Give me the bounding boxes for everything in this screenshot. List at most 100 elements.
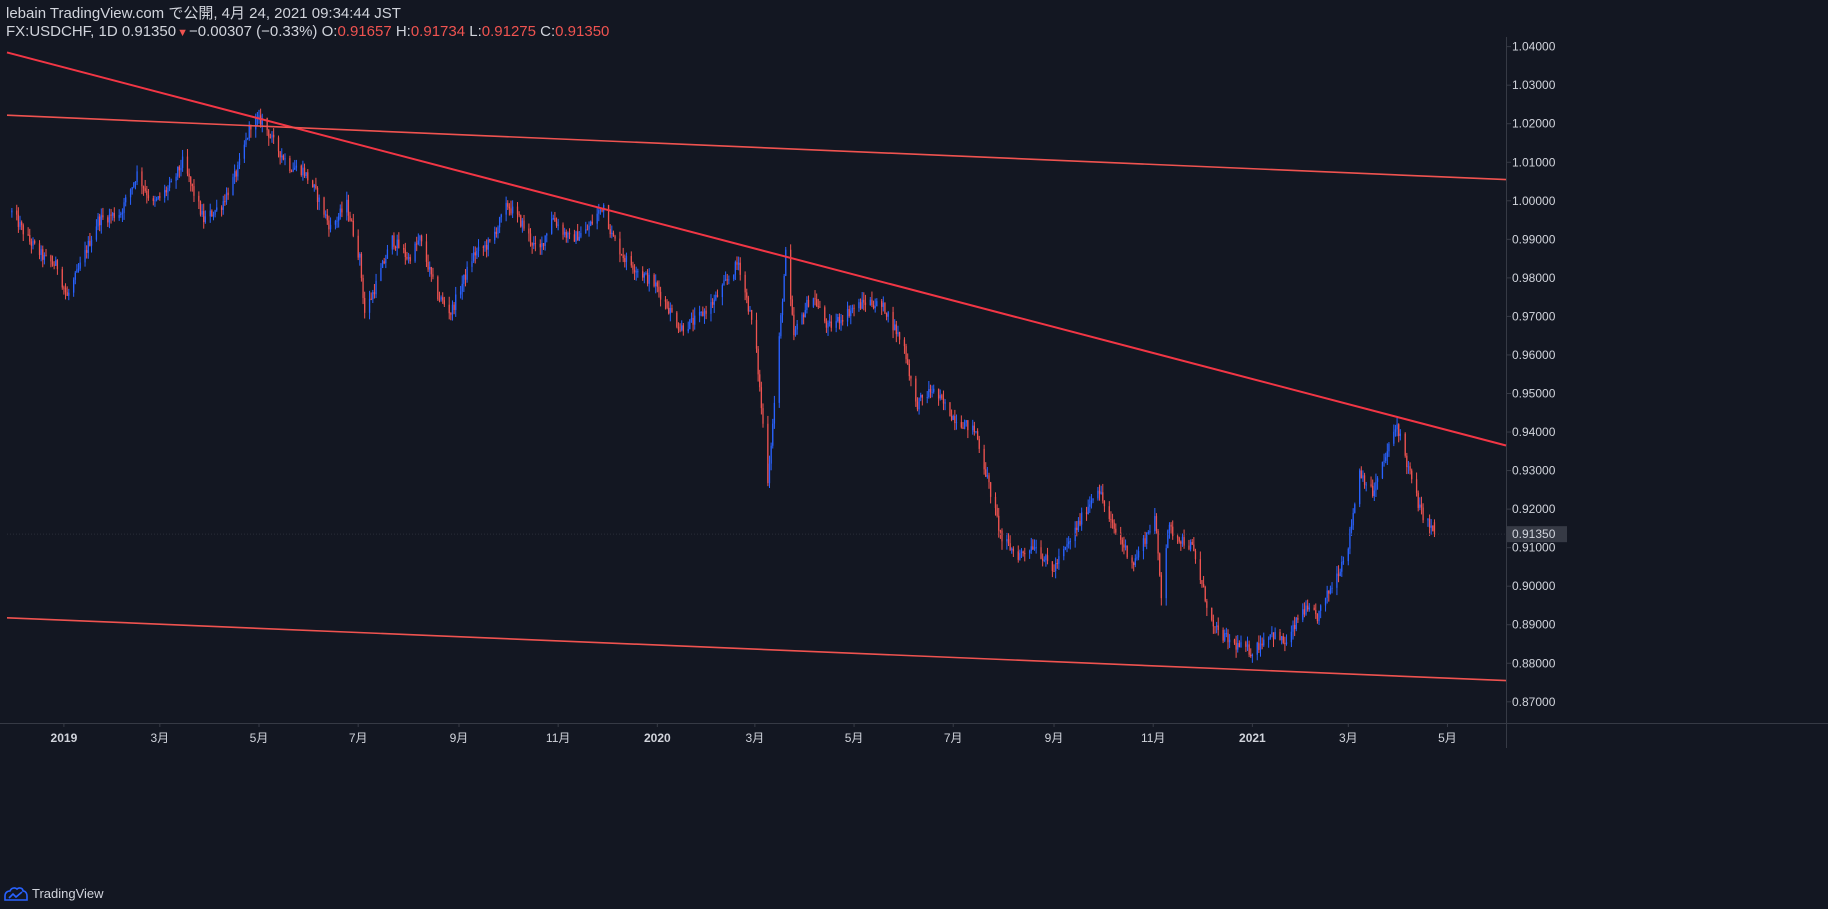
candle — [747, 295, 750, 315]
candle-body — [630, 256, 632, 266]
price-axis[interactable]: 1.04000 1.03000 1.02000 1.01000 1.00000 0.990… — [1506, 37, 1556, 748]
candle-body — [464, 274, 467, 280]
candle-body — [1373, 490, 1375, 496]
candle — [38, 240, 41, 260]
candle — [1363, 472, 1366, 489]
candle-body — [11, 210, 13, 213]
candle-body — [682, 325, 684, 332]
candle-body — [622, 255, 624, 259]
candle — [780, 312, 782, 339]
candle — [305, 172, 307, 179]
candle-body — [1433, 522, 1436, 535]
candle-body — [461, 283, 463, 292]
candle — [142, 185, 145, 196]
candle-body — [453, 304, 455, 310]
candle-body — [1347, 548, 1349, 562]
candle — [430, 266, 432, 282]
candle-body — [1339, 571, 1341, 576]
candle-body — [66, 292, 68, 296]
candle — [383, 257, 385, 265]
candle-body — [542, 242, 545, 246]
candle-body — [133, 182, 135, 188]
candle-body — [1331, 587, 1333, 589]
candle — [1285, 634, 1288, 646]
candle — [1240, 635, 1242, 648]
time-axis[interactable]: 2019 3月 5月 7月 9月 11月 2020 3月 5月 7月 9月 11月 2021 3月 5月 — [0, 723, 1828, 745]
time-tick-label: 3月 — [150, 731, 169, 745]
candle — [1001, 528, 1003, 550]
candle-body — [1272, 632, 1275, 640]
candle — [167, 185, 169, 201]
candle-body — [749, 309, 751, 312]
candle-body — [19, 222, 21, 227]
candle — [284, 153, 286, 166]
candle-body — [1123, 544, 1125, 548]
candle — [645, 271, 647, 276]
candle — [466, 261, 468, 283]
high-value: 0.91734 — [410, 23, 466, 40]
candle — [272, 128, 275, 145]
candle-body — [245, 138, 247, 145]
candle-body — [398, 239, 400, 248]
candle-body — [328, 220, 330, 230]
candle-body — [827, 322, 829, 328]
candle-body — [840, 320, 842, 324]
candle — [1115, 523, 1117, 535]
candle — [338, 212, 340, 228]
candle — [328, 215, 330, 237]
candle — [611, 225, 613, 239]
candle — [209, 203, 211, 223]
candle-body — [859, 302, 862, 309]
candle — [417, 233, 419, 246]
candle — [557, 218, 559, 231]
candle-body — [136, 171, 138, 183]
candle — [1110, 511, 1112, 529]
trendlines[interactable] — [6, 51, 1507, 682]
candle-body — [1228, 639, 1231, 643]
candle — [168, 176, 171, 192]
candle — [511, 200, 514, 219]
candle — [528, 223, 530, 242]
candle — [926, 391, 928, 404]
candle-body — [983, 448, 985, 470]
candle-body — [63, 287, 65, 289]
candle-body — [1237, 643, 1239, 650]
candle — [349, 211, 351, 222]
candle-body — [385, 258, 387, 264]
candle-body — [1134, 558, 1136, 566]
price-change: −0.00307 (−0.33%) — [188, 23, 318, 40]
candle-body — [225, 192, 228, 203]
time-tick-label: 2019 — [51, 731, 78, 745]
candle — [994, 492, 997, 516]
candle — [1256, 641, 1258, 661]
candle — [1189, 539, 1192, 552]
candle-body — [181, 156, 184, 168]
candle — [489, 238, 491, 243]
candle-body — [710, 302, 712, 314]
candle-body — [1422, 507, 1424, 521]
candle-body — [1420, 504, 1423, 508]
candle-body — [759, 374, 761, 388]
candle-body — [998, 515, 1000, 531]
candle — [216, 199, 218, 212]
candle-body — [768, 463, 771, 484]
candle — [1202, 575, 1205, 588]
candle — [671, 304, 673, 313]
candle-body — [762, 408, 764, 424]
candle — [794, 325, 797, 337]
candle-body — [988, 475, 990, 483]
candle-body — [474, 252, 476, 256]
candle-body — [1159, 553, 1161, 576]
candle — [76, 264, 78, 273]
candle — [146, 185, 148, 204]
candle-body — [989, 482, 992, 497]
candle — [612, 230, 615, 237]
candle — [1212, 614, 1215, 634]
candle-body — [846, 308, 849, 322]
candle-body — [910, 376, 912, 379]
symbol-name[interactable]: FX:USDCHF, 1D — [6, 23, 118, 40]
candle — [607, 204, 610, 230]
candle — [147, 189, 150, 201]
footer: TradingView — [4, 886, 104, 901]
